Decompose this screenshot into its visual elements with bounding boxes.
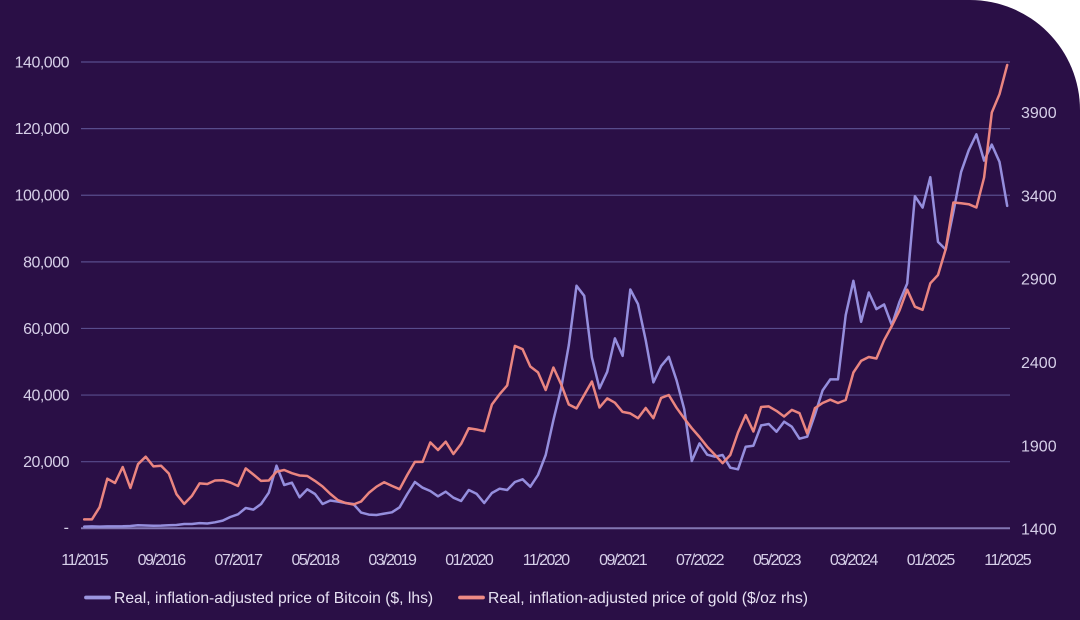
svg-text:05/2018: 05/2018 — [292, 552, 341, 569]
svg-text:03/2019: 03/2019 — [368, 552, 417, 569]
svg-text:2400: 2400 — [1021, 355, 1057, 372]
svg-text:120,000: 120,000 — [15, 121, 70, 138]
svg-text:1900: 1900 — [1021, 438, 1057, 455]
svg-text:60,000: 60,000 — [23, 321, 70, 338]
svg-text:20,000: 20,000 — [23, 454, 70, 471]
svg-text:40,000: 40,000 — [23, 388, 70, 405]
svg-text:Real, inflation-adjusted price: Real, inflation-adjusted price of Bitcoi… — [114, 590, 433, 607]
svg-text:80,000: 80,000 — [23, 254, 70, 271]
svg-text:3400: 3400 — [1021, 188, 1057, 205]
svg-text:09/2016: 09/2016 — [138, 552, 187, 569]
svg-text:2900: 2900 — [1021, 272, 1057, 289]
svg-text:100,000: 100,000 — [15, 188, 70, 205]
svg-text:01/2025: 01/2025 — [907, 552, 956, 569]
svg-text:11/2025: 11/2025 — [984, 552, 1031, 569]
svg-text:07/2022: 07/2022 — [676, 552, 725, 569]
svg-text:140,000: 140,000 — [15, 55, 70, 72]
svg-text:-: - — [64, 519, 69, 536]
svg-text:11/2015: 11/2015 — [61, 552, 108, 569]
svg-text:01/2020: 01/2020 — [445, 552, 494, 569]
svg-text:11/2020: 11/2020 — [523, 552, 570, 569]
svg-text:07/2017: 07/2017 — [215, 552, 264, 569]
svg-text:05/2023: 05/2023 — [753, 552, 802, 569]
svg-text:3900: 3900 — [1021, 105, 1057, 122]
svg-text:03/2024: 03/2024 — [830, 552, 879, 569]
svg-text:Real, inflation-adjusted price: Real, inflation-adjusted price of gold (… — [488, 590, 808, 607]
svg-text:1400: 1400 — [1021, 522, 1057, 539]
svg-text:09/2021: 09/2021 — [599, 552, 648, 569]
